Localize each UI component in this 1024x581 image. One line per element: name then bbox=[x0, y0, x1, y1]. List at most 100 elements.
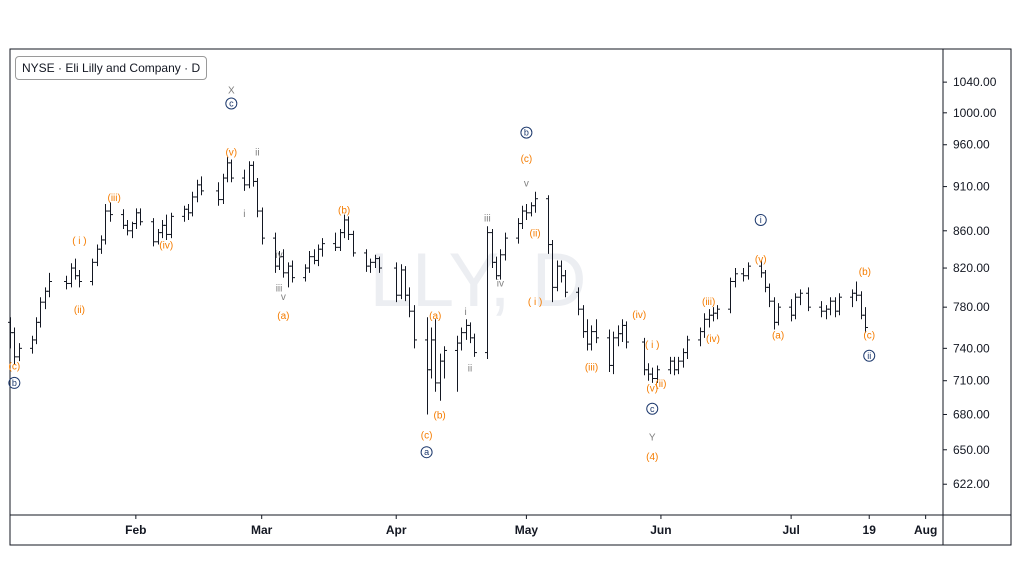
ohlc-bar bbox=[728, 277, 733, 314]
plot-frame bbox=[9, 48, 1012, 546]
ohlc-bar bbox=[38, 297, 43, 328]
ohlc-bar bbox=[529, 202, 534, 217]
ohlc-bar bbox=[798, 289, 803, 306]
wave-label-circled: ii bbox=[863, 349, 876, 362]
ohlc-bar bbox=[216, 182, 221, 206]
wave-label: (iv) bbox=[632, 310, 646, 321]
ohlc-bar bbox=[746, 262, 751, 280]
ohlc-bar bbox=[312, 249, 317, 265]
ohlc-bar bbox=[407, 287, 412, 318]
ohlc-bar bbox=[307, 251, 312, 273]
watermark: LLY, D bbox=[370, 238, 587, 323]
wave-label: ii bbox=[468, 364, 472, 375]
wave-label-circled: i bbox=[754, 213, 767, 226]
exchange-label: NYSE bbox=[22, 61, 55, 75]
ohlc-bar bbox=[182, 205, 187, 222]
ohlc-bar bbox=[429, 327, 434, 379]
ohlc-bar bbox=[99, 235, 104, 254]
ohlc-bar bbox=[73, 258, 78, 280]
time-tick-label: Jul bbox=[782, 523, 799, 537]
wave-label: (ii) bbox=[655, 379, 666, 390]
ohlc-bars bbox=[8, 157, 868, 415]
wave-circle bbox=[225, 97, 238, 110]
wave-label: (v) bbox=[646, 383, 658, 394]
ohlc-bar bbox=[164, 214, 169, 240]
wave-circle bbox=[520, 126, 533, 139]
ohlc-bar bbox=[806, 287, 811, 312]
ohlc-bar bbox=[425, 317, 430, 415]
ohlc-bar bbox=[503, 232, 508, 261]
wave-label: (c) bbox=[521, 154, 533, 165]
ohlc-bar bbox=[655, 365, 660, 383]
ohlc-bar bbox=[281, 249, 286, 278]
wave-circle bbox=[863, 349, 876, 362]
ohlc-bar bbox=[368, 258, 373, 273]
ohlc-bar bbox=[34, 317, 39, 345]
ohlc-bar bbox=[103, 203, 108, 245]
wave-label: i bbox=[465, 307, 467, 318]
ohlc-bar bbox=[863, 307, 868, 333]
wave-label: iii bbox=[276, 283, 283, 294]
time-tick-label: Aug bbox=[914, 523, 937, 537]
price-tick-label: 860.00 bbox=[953, 224, 990, 238]
ohlc-bar bbox=[260, 207, 265, 245]
time-tick-label: Apr bbox=[386, 523, 407, 537]
wave-label: ( i ) bbox=[528, 297, 542, 308]
ohlc-bar bbox=[255, 178, 260, 218]
ohlc-bar bbox=[698, 327, 703, 347]
ohlc-bar bbox=[611, 331, 616, 375]
ohlc-bar bbox=[342, 214, 347, 239]
ohlc-bar bbox=[95, 244, 100, 267]
time-axis[interactable]: Feb Mar Apr May Jun Jul 19 Aug bbox=[125, 515, 937, 537]
price-tick-label: 820.00 bbox=[953, 261, 990, 275]
wave-label: (iv) bbox=[159, 241, 173, 252]
wave-label: i bbox=[243, 209, 245, 220]
ohlc-bar bbox=[741, 268, 746, 282]
ohlc-bar bbox=[793, 293, 798, 320]
time-tick-label: 19 bbox=[863, 523, 877, 537]
separator-2: · bbox=[184, 61, 189, 75]
ohlc-bar bbox=[789, 299, 794, 322]
ohlc-bar bbox=[850, 289, 855, 308]
ohlc-bar bbox=[668, 356, 673, 375]
wave-circle bbox=[420, 446, 433, 459]
wave-label-text: ii bbox=[867, 351, 871, 361]
wave-circle bbox=[8, 376, 21, 389]
wave-label: (ii) bbox=[74, 305, 85, 316]
symbol-legend[interactable]: NYSE · Eli Lilly and Company · D bbox=[15, 56, 208, 80]
ohlc-bar bbox=[364, 249, 369, 272]
wave-label: (c) bbox=[9, 361, 21, 372]
ohlc-bar bbox=[854, 281, 859, 302]
ohlc-bar bbox=[229, 159, 234, 183]
ohlc-bar bbox=[190, 191, 195, 217]
wave-label: ( i ) bbox=[645, 340, 659, 351]
ohlc-bar bbox=[225, 157, 230, 183]
price-tick-label: 1000.00 bbox=[953, 106, 997, 120]
ohlc-bar bbox=[64, 275, 69, 290]
ohlc-bar bbox=[316, 244, 321, 267]
price-tick-label: 710.00 bbox=[953, 374, 990, 388]
ohlc-bar bbox=[646, 363, 651, 381]
ohlc-bar bbox=[69, 263, 74, 288]
ohlc-bar bbox=[346, 216, 351, 240]
ohlc-bar bbox=[828, 297, 833, 316]
ohlc-bar bbox=[576, 287, 581, 316]
ohlc-bar bbox=[442, 346, 447, 379]
ohlc-bar bbox=[711, 307, 716, 322]
ohlc-bar bbox=[17, 343, 22, 362]
time-tick-label: Mar bbox=[251, 523, 273, 537]
wave-label: (4) bbox=[646, 452, 658, 463]
ohlc-bar bbox=[43, 287, 48, 310]
wave-label: (iv) bbox=[706, 334, 720, 345]
ohlc-bar bbox=[563, 269, 568, 298]
ohlc-bar bbox=[138, 208, 143, 226]
ohlc-bar bbox=[620, 319, 625, 343]
wave-label: iii bbox=[484, 213, 491, 224]
price-axis[interactable]: 622.00 650.00 680.00 710.00 740.00 780.00 820.… bbox=[943, 75, 997, 491]
ohlc-bar bbox=[485, 226, 490, 359]
wave-label: ( i ) bbox=[72, 236, 86, 247]
wave-label: ii bbox=[255, 147, 259, 158]
ohlc-bar bbox=[121, 209, 126, 229]
wave-label: (iii) bbox=[107, 193, 120, 204]
